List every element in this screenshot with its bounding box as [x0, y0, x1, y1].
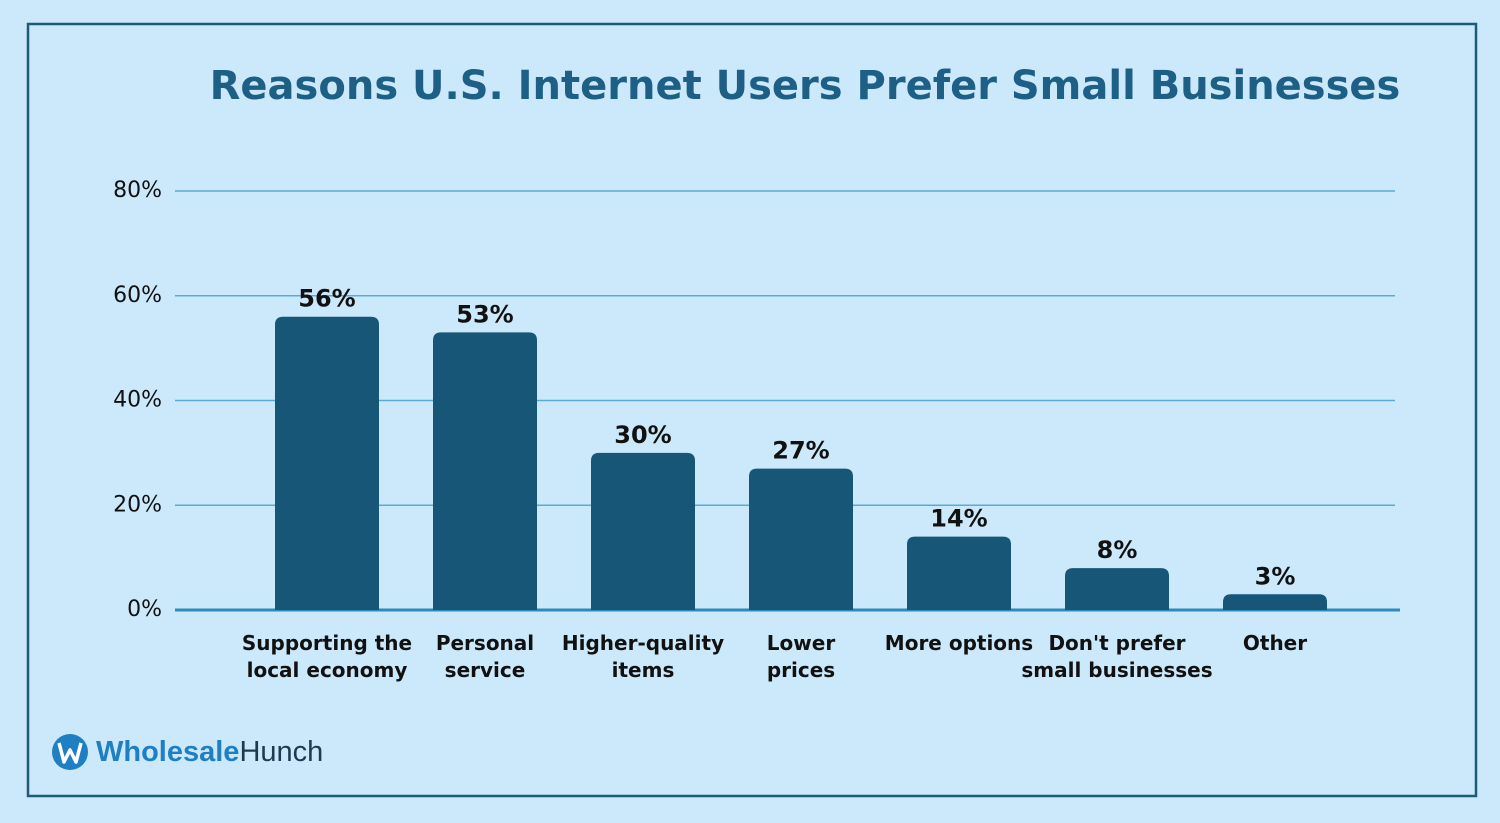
- bar: [749, 468, 853, 610]
- x-tick-label: Personal service: [436, 631, 534, 682]
- x-tick-label: Lower prices: [767, 631, 836, 682]
- value-label: 30%: [614, 421, 671, 449]
- x-tick-label: Don't prefer small businesses: [1021, 631, 1212, 682]
- y-tick-label: 60%: [113, 283, 162, 308]
- x-tick-label: More options: [885, 631, 1033, 655]
- logo-regular: Hunch: [239, 736, 323, 768]
- y-tick-label: 80%: [113, 178, 162, 203]
- x-tick-line: More options: [885, 631, 1033, 655]
- x-tick-label: Higher-quality items: [562, 631, 724, 682]
- x-tick-line: Supporting the: [242, 631, 412, 655]
- value-label: 14%: [930, 505, 987, 533]
- x-tick-label: Other: [1243, 631, 1307, 655]
- bar: [907, 536, 1011, 610]
- x-tick-line: prices: [767, 658, 835, 682]
- bar: [275, 316, 379, 610]
- bar: [1065, 568, 1169, 610]
- y-tick-label: 40%: [113, 388, 162, 413]
- value-label: 56%: [298, 285, 355, 313]
- value-label: 3%: [1255, 562, 1296, 590]
- bar: [433, 332, 537, 610]
- frame: [26, 22, 1478, 798]
- x-tick-line: local economy: [247, 658, 408, 682]
- x-tick-line: Personal: [436, 631, 534, 655]
- bar: [591, 452, 695, 610]
- x-tick-line: service: [445, 658, 526, 682]
- y-tick-label: 20%: [113, 492, 162, 517]
- logo-text: WholesaleHunch: [96, 736, 323, 768]
- x-tick-line: Don't prefer: [1048, 631, 1185, 655]
- logo-glyph: [57, 742, 83, 764]
- x-tick-line: Lower: [767, 631, 836, 655]
- x-tick-line: Other: [1243, 631, 1307, 655]
- x-tick-line: items: [612, 658, 675, 682]
- chart-title: Reasons U.S. Internet Users Prefer Small…: [210, 63, 1401, 109]
- y-tick-label: 0%: [127, 597, 162, 622]
- logo-bold: Wholesale: [96, 736, 239, 768]
- value-label: 8%: [1097, 536, 1138, 564]
- x-tick-line: small businesses: [1021, 658, 1212, 682]
- x-tick-line: Higher-quality: [562, 631, 724, 655]
- x-tick-label: Supporting the local economy: [242, 631, 412, 682]
- value-label: 27%: [772, 437, 829, 465]
- logo: WholesaleHunch: [52, 734, 323, 770]
- bar: [1223, 594, 1327, 610]
- value-label: 53%: [456, 300, 513, 328]
